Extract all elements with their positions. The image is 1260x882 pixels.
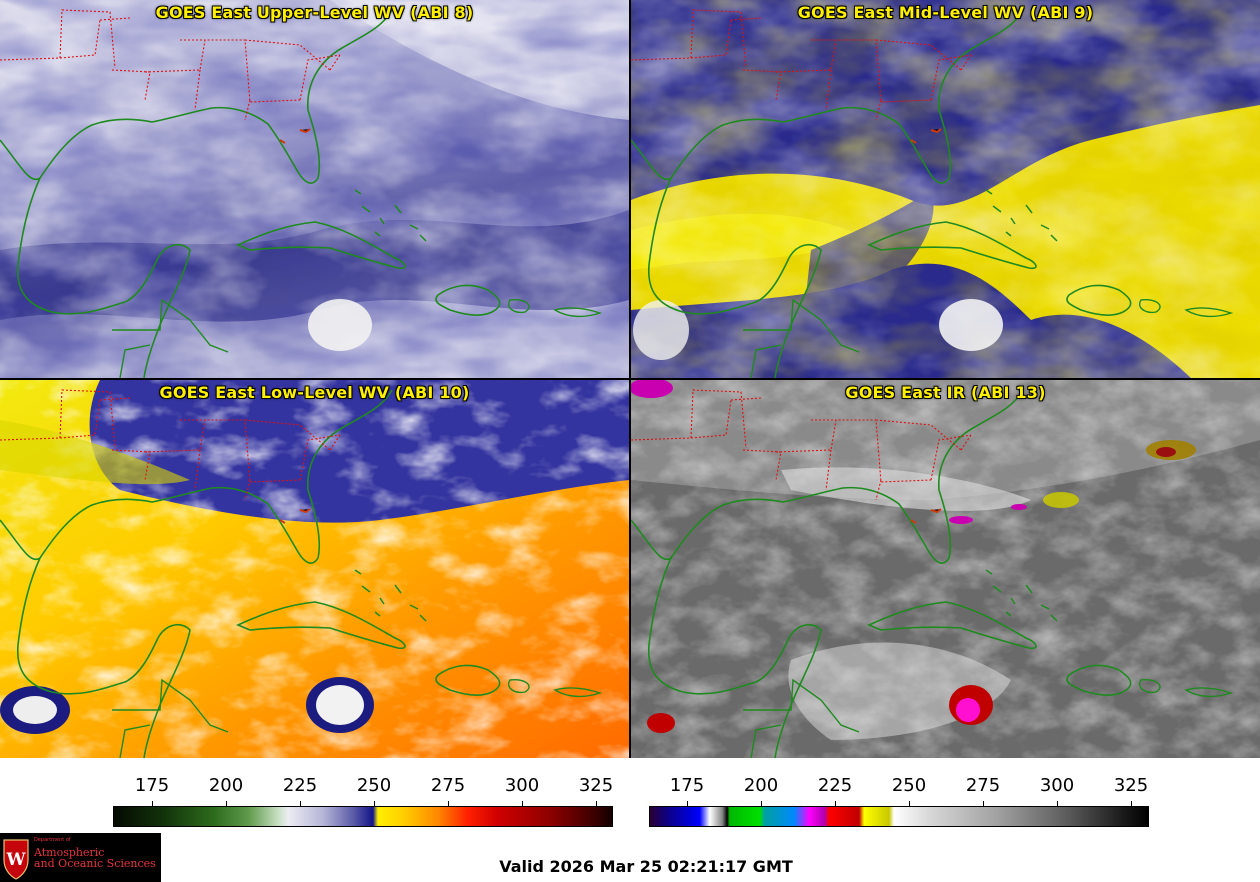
panel-title: GOES East Mid-Level WV (ABI 9) bbox=[797, 3, 1094, 22]
panel-ir: GOES East IR (ABI 13) bbox=[631, 380, 1260, 758]
wv-tick-label: 325 bbox=[578, 775, 614, 796]
wv-tick-mark bbox=[596, 801, 597, 806]
wv-tick-mark bbox=[448, 801, 449, 806]
ir-tick-mark bbox=[909, 801, 910, 806]
wv-tick-label: 175 bbox=[134, 775, 170, 796]
wv-tick-mark bbox=[152, 801, 153, 806]
ir-tick-label: 300 bbox=[1039, 775, 1075, 796]
wv-tick-label: 275 bbox=[430, 775, 466, 796]
ir-tick-mark bbox=[761, 801, 762, 806]
uw-crest-icon: W bbox=[3, 839, 29, 880]
ir-tick-mark bbox=[1057, 801, 1058, 806]
panel-title: GOES East Low-Level WV (ABI 10) bbox=[159, 383, 470, 402]
ir-tick-label: 275 bbox=[965, 775, 1001, 796]
logo-line-1: Atmospheric bbox=[34, 846, 105, 859]
ir-tick-mark bbox=[835, 801, 836, 806]
low-level-wv-map bbox=[0, 380, 629, 758]
svg-text:W: W bbox=[5, 850, 26, 870]
panel-upper-level-wv: GOES East Upper-Level WV (ABI 8) bbox=[0, 0, 629, 378]
ir-colorbar bbox=[649, 806, 1149, 827]
imagery-grid: GOES East Upper-Level WV (ABI 8) GOES Ea… bbox=[0, 0, 1260, 758]
wv-tick-label: 200 bbox=[208, 775, 244, 796]
ir-tick-label: 225 bbox=[817, 775, 853, 796]
wv-tick-label: 300 bbox=[504, 775, 540, 796]
panel-title: GOES East IR (ABI 13) bbox=[845, 383, 1046, 402]
wv-tick-mark bbox=[226, 801, 227, 806]
ir-tick-mark bbox=[687, 801, 688, 806]
wv-tick-mark bbox=[300, 801, 301, 806]
ir-tick-mark bbox=[983, 801, 984, 806]
upper-level-wv-map bbox=[0, 0, 629, 378]
ir-tick-mark bbox=[1131, 801, 1132, 806]
wv-tick-label: 225 bbox=[282, 775, 318, 796]
ir-tick-label: 175 bbox=[669, 775, 705, 796]
mid-level-wv-map bbox=[631, 0, 1260, 378]
panel-mid-level-wv: GOES East Mid-Level WV (ABI 9) bbox=[631, 0, 1260, 378]
panel-low-level-wv: GOES East Low-Level WV (ABI 10) bbox=[0, 380, 629, 758]
logo-department: Department of bbox=[34, 837, 71, 843]
ir-tick-label: 250 bbox=[891, 775, 927, 796]
logo-line-2: and Oceanic Sciences bbox=[34, 857, 156, 870]
ir-tick-label: 325 bbox=[1113, 775, 1149, 796]
wv-tick-mark bbox=[522, 801, 523, 806]
aos-logo[interactable]: W Department of Atmospheric and Oceanic … bbox=[0, 833, 161, 882]
wv-tick-label: 250 bbox=[356, 775, 392, 796]
ir-tick-label: 200 bbox=[743, 775, 779, 796]
wv-tick-mark bbox=[374, 801, 375, 806]
logo-text: Atmospheric and Oceanic Sciences bbox=[34, 847, 156, 869]
panel-title: GOES East Upper-Level WV (ABI 8) bbox=[155, 3, 474, 22]
wv-colorbar bbox=[113, 806, 613, 827]
valid-time: Valid 2026 Mar 25 02:21:17 GMT bbox=[499, 857, 793, 876]
ir-map bbox=[631, 380, 1260, 758]
